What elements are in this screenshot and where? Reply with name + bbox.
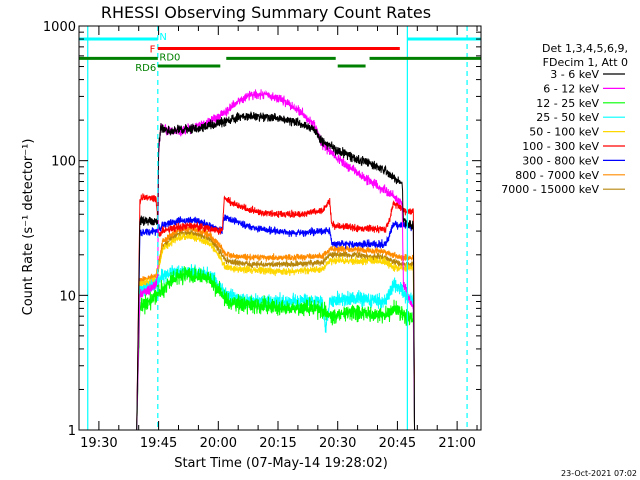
x-tick-label: 20:00	[200, 436, 237, 451]
x-tick-label: 20:15	[259, 436, 296, 451]
x-axis-label: Start Time (07-May-14 19:28:02)	[174, 456, 388, 471]
legend-entry-label: 50 - 100 keV	[529, 126, 599, 139]
timestamp: 23-Oct-2021 07:02	[561, 469, 637, 478]
y-tick-label: 10	[59, 289, 76, 304]
series-line-50-100-kev	[136, 232, 416, 430]
x-tick-label: 19:45	[140, 436, 177, 451]
series-line-12-25-kev	[136, 266, 416, 430]
chart-title: RHESSI Observing Summary Count Rates	[101, 3, 431, 22]
legend-entry-label: 12 - 25 keV	[536, 97, 599, 110]
series-line-7000-15000-kev	[136, 229, 416, 430]
state-bar-label-rd0: RD0	[159, 52, 180, 63]
y-axis-label: Count Rate (s⁻¹ detector⁻¹)	[21, 139, 36, 316]
y-tick-label: 1	[68, 424, 76, 439]
x-tick-label: 20:45	[379, 436, 416, 451]
y-tick-label: 100	[51, 155, 76, 170]
state-bar-label-n: N	[159, 32, 166, 43]
series-line-25-50-kev	[136, 264, 416, 430]
legend-entry-label: 3 - 6 keV	[550, 68, 599, 81]
legend-header-line: FDecim 1, Att 0	[543, 56, 628, 69]
plot-content	[79, 26, 481, 430]
legend-entry-label: 6 - 12 keV	[543, 82, 599, 95]
series-line-300-800-kev	[136, 214, 416, 430]
legend-entry-label: 100 - 300 keV	[522, 140, 599, 153]
series-line-3-6-kev	[136, 111, 416, 430]
series-line-100-300-kev	[136, 193, 416, 430]
state-bar-label-rd6: RD6	[135, 63, 156, 74]
legend-entry-label: 25 - 50 keV	[536, 111, 599, 124]
x-tick-label: 20:30	[319, 436, 356, 451]
legend-entry-label: 7000 - 15000 keV	[501, 183, 599, 196]
x-tick-label: 21:00	[438, 436, 475, 451]
legend-entry-label: 300 - 800 keV	[522, 154, 599, 167]
plot-frame	[78, 25, 482, 431]
legend-header-line: Det 1,3,4,5,6,9,	[542, 42, 628, 55]
state-bar-label-f: F	[150, 45, 156, 56]
legend-entry-label: 800 - 7000 keV	[515, 169, 599, 182]
x-tick-label: 19:30	[80, 436, 117, 451]
y-tick-label: 1000	[43, 20, 76, 35]
legend: Det 1,3,4,5,6,9,FDecim 1, Att 03 - 6 keV…	[501, 42, 628, 196]
